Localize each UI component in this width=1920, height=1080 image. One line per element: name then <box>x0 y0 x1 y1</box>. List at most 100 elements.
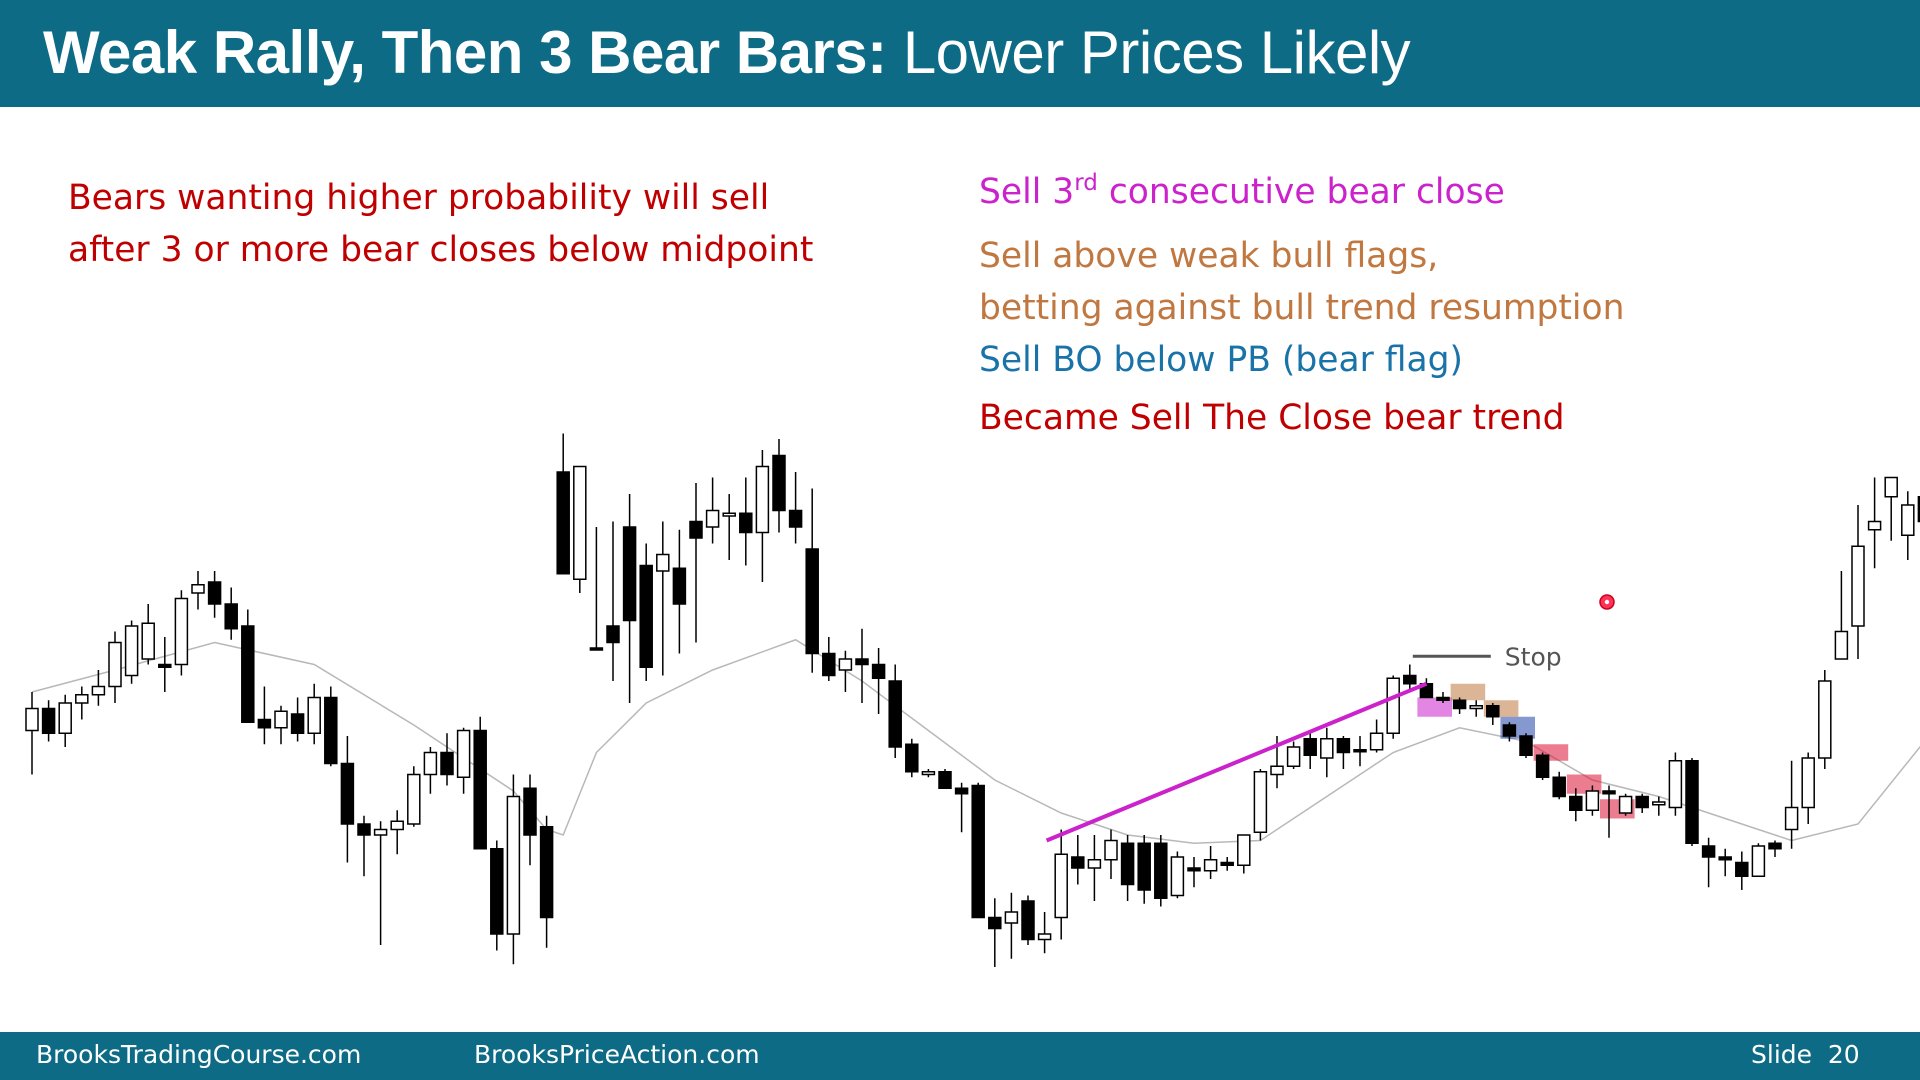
candle-109 <box>1818 670 1832 769</box>
candle-41 <box>689 483 703 643</box>
bear-candle-body <box>1635 795 1649 809</box>
candle-84 <box>1403 664 1417 690</box>
candle-40 <box>672 529 687 654</box>
bear-candle-body <box>1486 705 1500 718</box>
candle-38 <box>639 543 653 681</box>
bull-candle-body <box>1801 757 1815 809</box>
candle-12 <box>207 571 222 618</box>
candle-26 <box>440 733 454 786</box>
sell-3rd-bear-close-note: Sell 3rd consecutive bear close <box>979 172 1505 213</box>
candle-18 <box>307 683 321 745</box>
bull-candle-body <box>373 828 388 836</box>
bear-candle-body <box>207 581 222 605</box>
bull-candle-body <box>191 584 205 594</box>
candle-104 <box>1735 851 1749 890</box>
candle-36 <box>606 521 620 681</box>
candle-3 <box>58 694 72 747</box>
candle-72 <box>1203 846 1218 879</box>
bear-candle-body <box>788 509 803 528</box>
bear-candle-body <box>1187 867 1201 872</box>
bears-note-line1: Bears wanting higher probability will se… <box>68 178 770 218</box>
candle-8 <box>141 604 155 665</box>
candle-4 <box>75 686 89 720</box>
bear-candle-body <box>606 625 620 644</box>
bull-candle-body <box>1901 504 1915 536</box>
bull-candle-body <box>1170 856 1185 897</box>
bull-candle-body <box>1104 839 1118 861</box>
bears-probability-note: Bears wanting higher probability will se… <box>68 172 813 276</box>
bear-candle-body <box>871 663 886 679</box>
candle-56 <box>938 769 952 789</box>
candle-60 <box>1004 892 1019 959</box>
bull-candle-body <box>1469 705 1483 710</box>
weak-bull-flags-line1: Sell above weak bull flags, <box>979 236 1439 276</box>
candle-74 <box>1237 834 1251 874</box>
candle-43 <box>722 494 736 560</box>
candle-35 <box>589 527 604 651</box>
bull-candle-body <box>390 820 404 831</box>
bear-candle-body <box>1735 861 1749 877</box>
bull-candle-body <box>1867 520 1882 531</box>
bull-candle-body <box>25 707 39 732</box>
bear-candle-body <box>954 787 969 795</box>
bull-candle-body <box>1203 859 1218 872</box>
candle-78 <box>1303 730 1317 769</box>
candle-106 <box>1768 840 1782 857</box>
bear-candle-body <box>1403 674 1417 685</box>
bear-candle-body <box>1535 754 1550 778</box>
bear-candle-body <box>905 743 919 773</box>
candle-54 <box>905 738 919 778</box>
candle-71 <box>1187 857 1201 888</box>
bull-candle-body <box>1237 834 1251 866</box>
bear-candle-body <box>772 454 786 512</box>
candle-27 <box>456 727 471 794</box>
candle-23 <box>390 810 404 855</box>
bull-candle-body <box>1851 545 1865 627</box>
candle-49 <box>822 637 836 681</box>
candle-115 <box>1917 496 1920 523</box>
footer-brooks-price-action: BrooksPriceAction.com <box>474 1040 760 1069</box>
bear-candle-body <box>41 707 56 734</box>
candle-98 <box>1635 793 1649 813</box>
candle-113 <box>1884 476 1898 541</box>
slide-title-bold: Weak Rally, Then 3 Bear Bars: <box>43 19 887 86</box>
bear-candle-body <box>855 658 869 666</box>
candle-50 <box>838 650 853 692</box>
candle-9 <box>158 637 172 692</box>
candle-68 <box>1137 835 1151 904</box>
candle-97 <box>1618 793 1633 816</box>
candle-45 <box>755 450 770 582</box>
slide-title-regular: Lower Prices Likely <box>902 19 1411 86</box>
candle-10 <box>174 590 189 676</box>
candle-47 <box>788 472 803 544</box>
bear-candle-body <box>158 663 172 668</box>
bear-candle-body <box>1701 845 1716 858</box>
bull-candle-body <box>1652 801 1666 806</box>
bear-candle-body <box>440 751 454 776</box>
slide-title: Weak Rally, Then 3 Bear Bars: Lower Pric… <box>43 18 1411 87</box>
bear-candle-body <box>1718 856 1732 861</box>
bear-candle-body <box>1120 842 1135 886</box>
bear-candle-body <box>1768 842 1782 850</box>
candle-73 <box>1220 857 1234 871</box>
candle-94 <box>1569 788 1583 822</box>
bear-candle-body <box>639 564 653 668</box>
candle-65 <box>1087 835 1102 901</box>
bear-candle-body <box>290 713 305 734</box>
footer-bar: BrooksTradingCourse.com BrooksPriceActio… <box>0 1032 1920 1080</box>
candle-108 <box>1801 752 1815 824</box>
candle-95 <box>1585 785 1600 816</box>
candle-91 <box>1519 733 1533 758</box>
candle-32 <box>539 815 554 948</box>
bull-candle-body <box>1386 677 1400 734</box>
candle-67 <box>1120 835 1135 901</box>
candle-37 <box>622 494 637 703</box>
candle-90 <box>1502 722 1517 742</box>
bull-candle-body <box>1585 790 1600 811</box>
bull-candle-body <box>506 795 521 935</box>
sell-3rd-suffix: consecutive bear close <box>1097 172 1505 212</box>
footer-brooks-trading-course: BrooksTradingCourse.com <box>36 1040 362 1069</box>
slide-number: Slide 20 <box>1751 1040 1860 1069</box>
candle-52 <box>871 648 886 714</box>
candle-30 <box>506 774 521 965</box>
